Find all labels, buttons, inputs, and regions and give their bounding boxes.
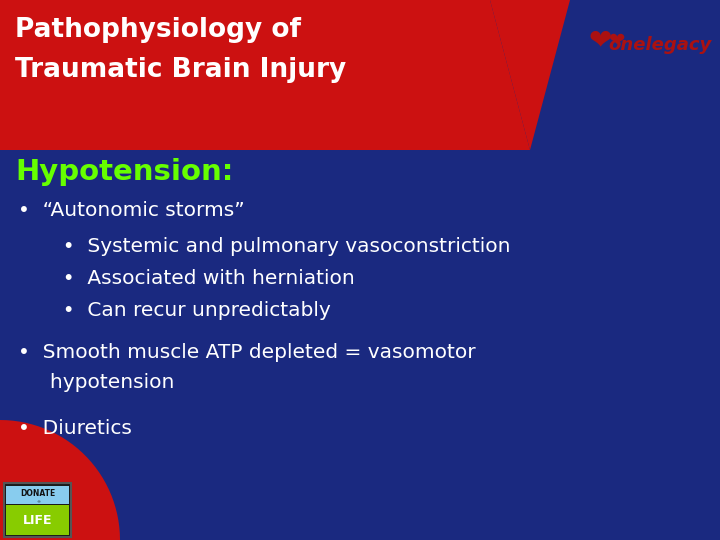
Text: •  Smooth muscle ATP depleted = vasomotor: • Smooth muscle ATP depleted = vasomotor <box>18 342 476 361</box>
Text: •  Can recur unpredictably: • Can recur unpredictably <box>50 300 330 320</box>
Text: ®: ® <box>36 500 40 504</box>
Text: LIFE: LIFE <box>23 514 53 526</box>
Text: •  Associated with herniation: • Associated with herniation <box>50 268 355 287</box>
Text: ❤: ❤ <box>609 30 625 50</box>
Text: Hypotension:: Hypotension: <box>15 158 233 186</box>
FancyBboxPatch shape <box>6 486 69 504</box>
Text: hypotension: hypotension <box>18 373 174 392</box>
Text: Pathophysiology of: Pathophysiology of <box>15 17 301 43</box>
Polygon shape <box>490 0 570 150</box>
Text: DONATE: DONATE <box>20 489 55 498</box>
FancyBboxPatch shape <box>4 483 71 537</box>
Polygon shape <box>0 420 120 540</box>
Text: ❤: ❤ <box>588 26 611 54</box>
FancyBboxPatch shape <box>6 505 69 535</box>
Polygon shape <box>0 0 530 150</box>
Text: onelegacy: onelegacy <box>608 36 711 54</box>
Text: •  Diuretics: • Diuretics <box>18 418 132 437</box>
Text: •  Systemic and pulmonary vasoconstriction: • Systemic and pulmonary vasoconstrictio… <box>50 237 510 255</box>
Text: •  “Autonomic storms”: • “Autonomic storms” <box>18 200 245 219</box>
Text: Traumatic Brain Injury: Traumatic Brain Injury <box>15 57 346 83</box>
